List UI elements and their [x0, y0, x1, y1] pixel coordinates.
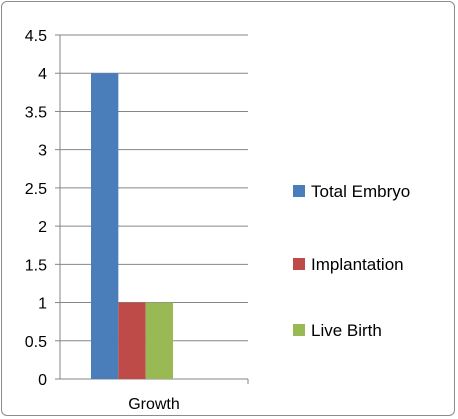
legend-swatch: [293, 185, 305, 197]
y-tick-label: 3: [38, 143, 47, 160]
legend-item: Total Embryo: [293, 182, 410, 201]
y-tick-labels: 0 0.5 1 1.5 2 2.5 3 3.5 4 4.5: [25, 28, 47, 389]
x-tick-labels: Growth: [128, 396, 180, 413]
legend-swatch: [293, 324, 305, 336]
y-tick-label: 4.5: [25, 28, 47, 45]
y-tick-label: 1.5: [25, 257, 47, 274]
x-tick-label: Growth: [128, 396, 180, 413]
y-tick-label: 1: [38, 296, 47, 313]
legend: Total Embryo Implantation Live Birth: [293, 182, 410, 340]
y-tick-label: 2: [38, 219, 47, 236]
y-tick-label: 2.5: [25, 181, 47, 198]
legend-item: Implantation: [293, 255, 404, 274]
bar-live-birth: [145, 302, 173, 379]
bar-implantation: [118, 302, 146, 379]
legend-item: Live Birth: [293, 321, 382, 340]
legend-label: Implantation: [311, 255, 404, 274]
legend-label: Live Birth: [311, 321, 382, 340]
y-tick-label: 0.5: [25, 334, 47, 351]
legend-label: Total Embryo: [311, 182, 410, 201]
y-tick-label: 3.5: [25, 104, 47, 121]
bars: [91, 73, 173, 379]
y-tick-label: 4: [38, 66, 47, 83]
bar-total-embryo: [91, 73, 119, 379]
y-tick-label: 0: [38, 372, 47, 389]
legend-swatch: [293, 258, 305, 270]
